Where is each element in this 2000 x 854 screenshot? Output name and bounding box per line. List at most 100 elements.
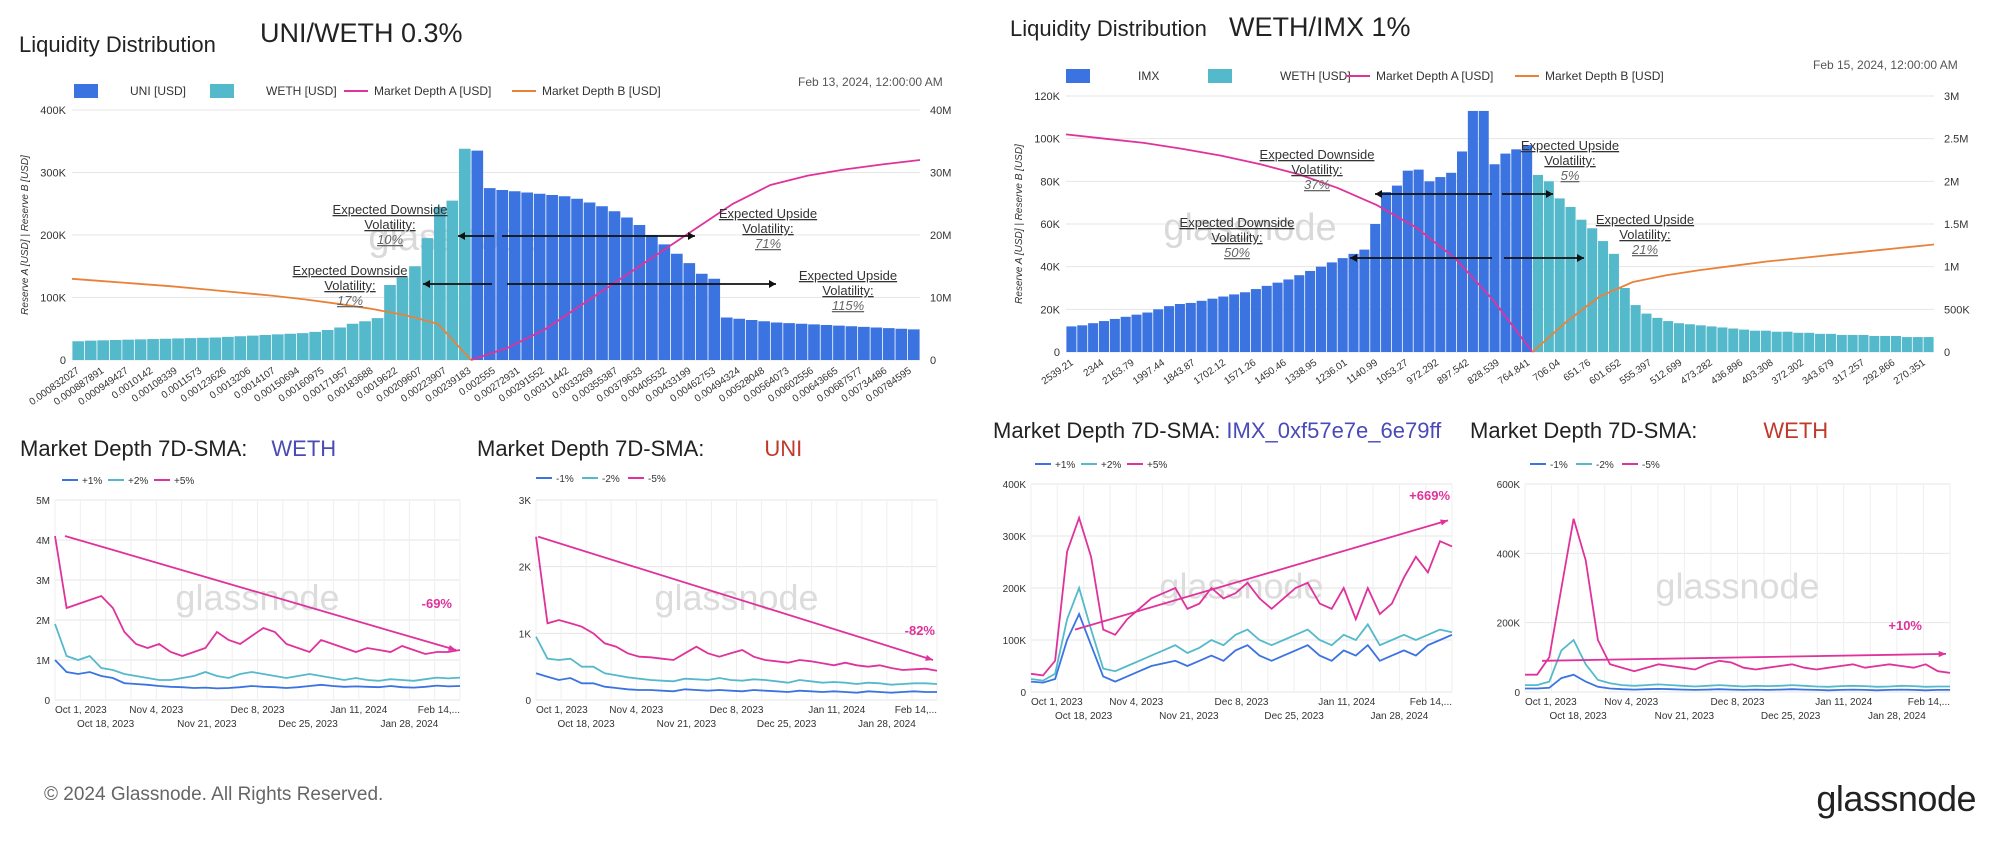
bar: [458, 148, 471, 360]
bar: [1608, 253, 1619, 352]
bar: [222, 336, 234, 360]
panel-title: Liquidity Distribution: [19, 32, 216, 57]
watermark: glassnode: [1159, 565, 1323, 606]
legend-swatch: [210, 84, 234, 98]
x-tick-label: Dec 8, 2023: [1711, 697, 1765, 708]
legend-label: -5%: [1642, 460, 1660, 471]
bar: [1630, 305, 1641, 352]
trend-arrow-head: [1938, 650, 1946, 658]
y2-tick-label: 2.5M: [1944, 134, 1968, 146]
bar: [384, 285, 396, 360]
y2-tick-label: 500K: [1944, 304, 1970, 316]
y2-tick-label: 3M: [1944, 91, 1959, 103]
x-tick-label: Jan 28, 2024: [1868, 711, 1926, 722]
md-title: Market Depth 7D-SMA: UNI: [477, 436, 802, 462]
x-tick-label: Oct 1, 2023: [536, 705, 588, 716]
bar: [758, 321, 770, 360]
copyright: © 2024 Glassnode. All Rights Reserved.: [44, 784, 384, 805]
market-depth-chart: -1% -2% -5% 0 200K 400K 600K glassnode +10% Oct 1…: [1497, 460, 1951, 722]
market-depth-chart: +1% +2% +5% 0 100K 200K 300K 400K glassnode +669%…: [1003, 460, 1453, 722]
bar: [321, 330, 334, 360]
bar: [1424, 181, 1435, 352]
y-tick-label: 3M: [36, 576, 50, 587]
bar: [409, 266, 421, 360]
bar: [1869, 336, 1880, 352]
bar: [1663, 321, 1674, 352]
bar: [683, 263, 696, 360]
bar: [134, 339, 147, 360]
bar: [646, 235, 658, 360]
annotation-label: Volatility:: [324, 278, 375, 293]
bar: [1164, 306, 1175, 352]
y-tick-label: 300K: [1003, 532, 1027, 543]
bar: [1565, 206, 1576, 352]
x-tick-label: 601.652: [1588, 357, 1624, 387]
watermark: glassnode: [1163, 207, 1336, 249]
liquidity-chart: UNI [USD] WETH [USD] Market Depth A [USD] M…: [20, 84, 951, 408]
bar: [1728, 328, 1739, 352]
bar: [1457, 151, 1468, 352]
annotation-label: Volatility:: [1291, 162, 1342, 177]
x-tick-label: 1236.01: [1314, 357, 1350, 387]
annotation-value: 50%: [1224, 245, 1250, 260]
x-tick-label: Jan 11, 2024: [330, 705, 388, 716]
annotation-label: Expected Upside: [719, 206, 817, 221]
x-tick-label: Dec 8, 2023: [710, 705, 764, 716]
trend-arrow-head: [1440, 519, 1448, 526]
bar: [1283, 279, 1294, 352]
x-tick-label: Oct 18, 2023: [557, 719, 615, 730]
legend-label: -1%: [1550, 460, 1568, 471]
y-axis-title: Reserve A [USD] | Reserve B [USD]: [20, 155, 31, 315]
bar: [1196, 300, 1207, 352]
x-tick-label: 706.04: [1531, 357, 1563, 384]
market-depth-a-line: [71, 277, 472, 361]
market-depth-b-line: [470, 159, 921, 361]
y-tick-label: 100K: [40, 293, 66, 305]
legend-label: WETH [USD]: [1280, 69, 1351, 83]
glassnode-logo: glassnode: [1816, 778, 1976, 819]
bar: [521, 192, 534, 360]
bar: [371, 318, 384, 360]
arrow-head: [1577, 254, 1584, 262]
legend-label: +1%: [1055, 460, 1075, 471]
annotation-label: Expected Upside: [799, 268, 897, 283]
bar: [870, 327, 883, 360]
bar: [1153, 309, 1164, 352]
x-tick-label: Jan 28, 2024: [380, 719, 438, 730]
bar: [483, 188, 496, 360]
annotation-value: 37%: [1304, 177, 1330, 192]
timestamp: Feb 13, 2024, 12:00:00 AM: [798, 75, 943, 89]
bar: [446, 200, 459, 360]
x-tick-label: 972.292: [1405, 357, 1441, 387]
series-line: [54, 535, 461, 657]
bar: [658, 244, 671, 360]
annotation-label: Volatility:: [1619, 227, 1670, 242]
bar: [783, 323, 795, 360]
md-asset: WETH: [271, 436, 337, 461]
md-title-text: Market Depth 7D-SMA:: [1470, 418, 1698, 443]
x-tick-label: 292.866: [1861, 357, 1897, 387]
x-tick-label: 317.257: [1831, 357, 1867, 387]
y-tick-label: 200K: [1003, 584, 1027, 595]
x-tick-label: Jan 28, 2024: [1370, 711, 1428, 722]
bar: [533, 193, 546, 360]
y-tick-label: 2K: [519, 563, 532, 574]
bar: [246, 335, 259, 360]
bar: [234, 336, 247, 360]
x-tick-label: Oct 1, 2023: [55, 705, 107, 716]
bar: [670, 253, 683, 360]
watermark: glassnode: [1655, 565, 1819, 606]
series-line: [535, 536, 938, 672]
bar: [895, 328, 908, 360]
bar: [1587, 228, 1598, 352]
annotation-label: Expected Downside: [1180, 215, 1295, 230]
md-title: Market Depth 7D-SMA: IMX_0xf57e7e_6e79ff: [993, 418, 1441, 444]
x-tick-label: Dec 25, 2023: [1264, 711, 1324, 722]
arrow-head: [1375, 190, 1382, 198]
trend-label: +10%: [1888, 618, 1922, 633]
bar: [1098, 321, 1109, 352]
y-tick-label: 0: [60, 355, 66, 367]
annotation-label: Expected Downside: [333, 202, 448, 217]
y-tick-label: 400K: [1497, 549, 1521, 560]
y-tick-label: 400K: [1003, 480, 1027, 491]
